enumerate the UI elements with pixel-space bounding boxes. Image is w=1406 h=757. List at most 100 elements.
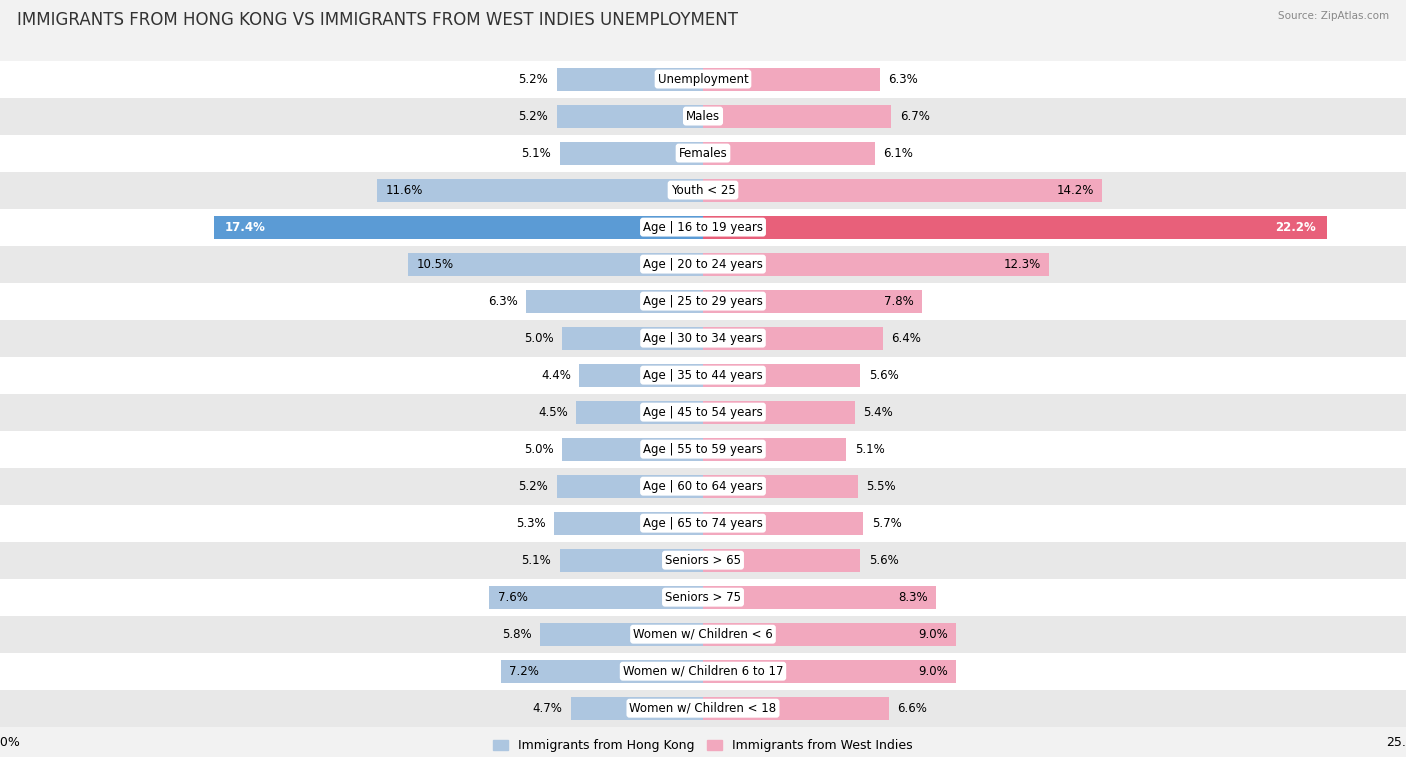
- Bar: [703, 586, 936, 609]
- Text: 7.8%: 7.8%: [884, 294, 914, 307]
- Text: 6.7%: 6.7%: [900, 110, 929, 123]
- Bar: [560, 142, 703, 164]
- Bar: [0, 394, 1406, 431]
- Text: 6.3%: 6.3%: [488, 294, 517, 307]
- Text: Age | 16 to 19 years: Age | 16 to 19 years: [643, 220, 763, 234]
- Legend: Immigrants from Hong Kong, Immigrants from West Indies: Immigrants from Hong Kong, Immigrants fr…: [488, 734, 918, 757]
- Bar: [562, 327, 703, 350]
- Bar: [703, 438, 846, 460]
- Text: 5.1%: 5.1%: [855, 443, 884, 456]
- Text: Age | 60 to 64 years: Age | 60 to 64 years: [643, 480, 763, 493]
- Bar: [0, 653, 1406, 690]
- Bar: [0, 468, 1406, 505]
- Bar: [0, 209, 1406, 245]
- Text: Seniors > 65: Seniors > 65: [665, 553, 741, 567]
- Bar: [703, 512, 863, 534]
- Text: 5.7%: 5.7%: [872, 517, 901, 530]
- Bar: [703, 400, 855, 424]
- Text: 22.2%: 22.2%: [1275, 220, 1316, 234]
- Text: 6.4%: 6.4%: [891, 332, 921, 344]
- Bar: [703, 290, 922, 313]
- Text: 11.6%: 11.6%: [385, 184, 423, 197]
- Text: 7.6%: 7.6%: [498, 590, 527, 603]
- Text: IMMIGRANTS FROM HONG KONG VS IMMIGRANTS FROM WEST INDIES UNEMPLOYMENT: IMMIGRANTS FROM HONG KONG VS IMMIGRANTS …: [17, 11, 738, 30]
- Bar: [0, 431, 1406, 468]
- Bar: [703, 142, 875, 164]
- Bar: [0, 505, 1406, 542]
- Text: 9.0%: 9.0%: [918, 628, 948, 640]
- Text: 5.2%: 5.2%: [519, 110, 548, 123]
- Text: Women w/ Children < 18: Women w/ Children < 18: [630, 702, 776, 715]
- Bar: [703, 363, 860, 387]
- Bar: [489, 586, 703, 609]
- Bar: [540, 623, 703, 646]
- Text: 4.7%: 4.7%: [533, 702, 562, 715]
- Text: 5.6%: 5.6%: [869, 553, 898, 567]
- Text: Women w/ Children < 6: Women w/ Children < 6: [633, 628, 773, 640]
- Bar: [0, 61, 1406, 98]
- Bar: [571, 696, 703, 720]
- Text: 7.2%: 7.2%: [509, 665, 538, 678]
- Text: Women w/ Children 6 to 17: Women w/ Children 6 to 17: [623, 665, 783, 678]
- Text: 5.1%: 5.1%: [522, 553, 551, 567]
- Text: 5.3%: 5.3%: [516, 517, 546, 530]
- Text: 14.2%: 14.2%: [1056, 184, 1094, 197]
- Text: Females: Females: [679, 147, 727, 160]
- Bar: [557, 67, 703, 91]
- Bar: [501, 660, 703, 683]
- Bar: [703, 179, 1102, 201]
- Text: Age | 25 to 29 years: Age | 25 to 29 years: [643, 294, 763, 307]
- Bar: [703, 623, 956, 646]
- Text: 10.5%: 10.5%: [416, 257, 453, 270]
- Bar: [0, 615, 1406, 653]
- Text: 5.8%: 5.8%: [502, 628, 531, 640]
- Bar: [0, 690, 1406, 727]
- Bar: [703, 216, 1327, 238]
- Bar: [0, 135, 1406, 172]
- Text: Source: ZipAtlas.com: Source: ZipAtlas.com: [1278, 11, 1389, 21]
- Text: Age | 30 to 34 years: Age | 30 to 34 years: [643, 332, 763, 344]
- Bar: [703, 660, 956, 683]
- Text: Unemployment: Unemployment: [658, 73, 748, 86]
- Text: Seniors > 75: Seniors > 75: [665, 590, 741, 603]
- Bar: [377, 179, 703, 201]
- Bar: [703, 696, 889, 720]
- Text: 5.5%: 5.5%: [866, 480, 896, 493]
- Bar: [0, 542, 1406, 578]
- Bar: [0, 357, 1406, 394]
- Bar: [576, 400, 703, 424]
- Bar: [526, 290, 703, 313]
- Text: 6.6%: 6.6%: [897, 702, 927, 715]
- Text: 5.4%: 5.4%: [863, 406, 893, 419]
- Text: Age | 20 to 24 years: Age | 20 to 24 years: [643, 257, 763, 270]
- Bar: [557, 475, 703, 497]
- Text: 5.0%: 5.0%: [524, 332, 554, 344]
- Bar: [579, 363, 703, 387]
- Text: 5.1%: 5.1%: [522, 147, 551, 160]
- Text: 4.5%: 4.5%: [538, 406, 568, 419]
- Text: 6.1%: 6.1%: [883, 147, 912, 160]
- Bar: [703, 475, 858, 497]
- Text: 17.4%: 17.4%: [225, 220, 266, 234]
- Bar: [703, 549, 860, 572]
- Text: 12.3%: 12.3%: [1004, 257, 1040, 270]
- Bar: [0, 245, 1406, 282]
- Text: Age | 45 to 54 years: Age | 45 to 54 years: [643, 406, 763, 419]
- Bar: [408, 253, 703, 276]
- Bar: [557, 104, 703, 127]
- Bar: [0, 172, 1406, 209]
- Bar: [560, 549, 703, 572]
- Text: 5.2%: 5.2%: [519, 480, 548, 493]
- Bar: [703, 253, 1049, 276]
- Text: Age | 65 to 74 years: Age | 65 to 74 years: [643, 517, 763, 530]
- Bar: [703, 67, 880, 91]
- Bar: [703, 327, 883, 350]
- Text: Youth < 25: Youth < 25: [671, 184, 735, 197]
- Bar: [562, 438, 703, 460]
- Bar: [554, 512, 703, 534]
- Text: Age | 35 to 44 years: Age | 35 to 44 years: [643, 369, 763, 382]
- Text: 4.4%: 4.4%: [541, 369, 571, 382]
- Text: 5.2%: 5.2%: [519, 73, 548, 86]
- Bar: [703, 104, 891, 127]
- Text: 5.0%: 5.0%: [524, 443, 554, 456]
